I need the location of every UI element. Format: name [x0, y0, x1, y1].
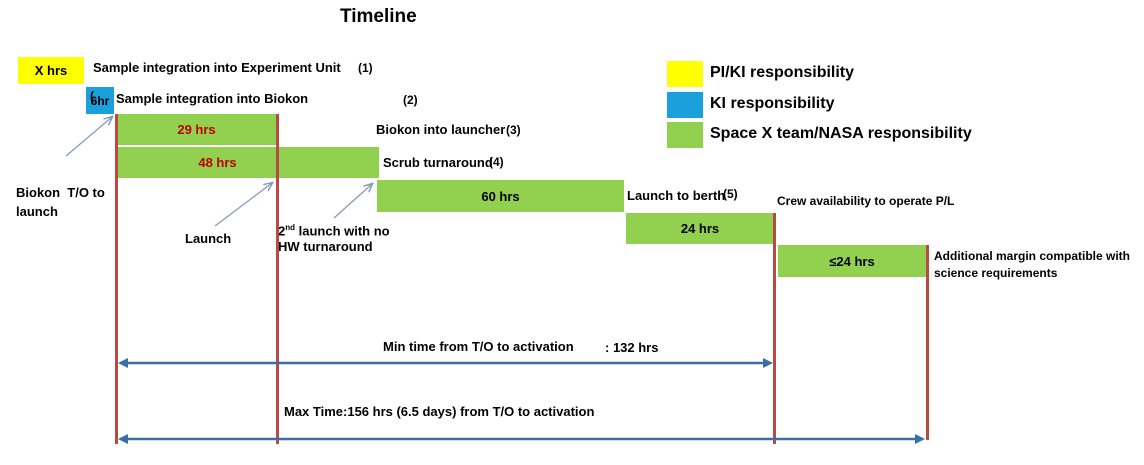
- legend-label-spacex-nasa: Space X team/NASA responsibility: [710, 125, 972, 142]
- min-time-value: : 132 hrs: [605, 340, 659, 355]
- step2-label: Sample integration into Biokon: [116, 91, 309, 106]
- diagram-title: Timeline: [340, 6, 417, 27]
- legend-label-ki: KI responsibility: [710, 95, 835, 112]
- step2-box: 6hr: [86, 87, 114, 114]
- bar-60hrs: 60 hrs: [377, 180, 624, 212]
- bar-60hrs-label: 60 hrs: [481, 188, 520, 204]
- second-launch-label: 2nd launch with no HW turnaround: [278, 220, 390, 255]
- second-launch-line2: HW turnaround: [278, 239, 373, 255]
- step1-box: X hrs: [18, 57, 84, 84]
- vertical-marker-margin-end: [926, 245, 929, 440]
- bar-24hrs: 24 hrs: [626, 213, 774, 244]
- second-launch-sup: nd: [285, 223, 296, 232]
- additional-margin-label: Additional margin compatible with scienc…: [934, 249, 1131, 280]
- step3-label: Biokon into launcher: [376, 122, 506, 137]
- legend-swatch-blue: [667, 92, 703, 118]
- vertical-marker-t0: [115, 114, 118, 444]
- step3-number: (3): [506, 123, 521, 137]
- step2-box-label: 6hr: [90, 93, 110, 108]
- crew-availability-label: Crew availability to operate P/L: [777, 194, 955, 208]
- step5-label: Launch to berth: [627, 188, 726, 203]
- second-launch-pointer-arrow: [333, 184, 372, 219]
- second-launch-pre: 2: [278, 223, 286, 239]
- bar-margin-label: ≤24 hrs: [829, 253, 875, 269]
- step5-number: (5): [723, 187, 738, 201]
- vertical-marker-berth: [773, 213, 776, 444]
- biokon-pointer-arrow: [65, 117, 112, 157]
- bar-24hrs-label: 24 hrs: [680, 221, 720, 236]
- step4-label: Scrub turnaround: [383, 155, 493, 170]
- bar-29hrs: 29 hrs: [116, 114, 277, 145]
- step2-number: (2): [403, 93, 418, 107]
- bar-margin-24hrs: ≤24 hrs: [778, 245, 926, 277]
- legend-swatch-green: [667, 122, 703, 148]
- vertical-marker-launch: [276, 114, 279, 444]
- legend-label-pi-ki: PI/KI responsibility: [710, 64, 855, 81]
- step4-number: (4): [489, 155, 504, 169]
- bar-48hrs: 48 hrs: [116, 147, 379, 178]
- launch-pointer-arrow: [214, 183, 272, 227]
- launch-label: Launch: [185, 231, 232, 246]
- step1-label: Sample integration into Experiment Unit: [93, 60, 341, 75]
- step2-box-overlay: (: [90, 89, 94, 103]
- bar-48hrs-label: 48 hrs: [198, 155, 237, 170]
- second-launch-rest: launch with no: [295, 223, 390, 239]
- bar-29hrs-label: 29 hrs: [177, 122, 216, 137]
- max-time-label: Max Time:156 hrs (6.5 days) from T/O to …: [284, 404, 595, 419]
- step1-number: (1): [358, 61, 373, 75]
- step1-box-label: X hrs: [34, 63, 68, 78]
- legend-swatch-yellow: [667, 61, 703, 87]
- min-time-label: Min time from T/O to activation: [383, 339, 574, 354]
- biokon-to-launch-label: Biokon T/O to launch: [16, 185, 105, 219]
